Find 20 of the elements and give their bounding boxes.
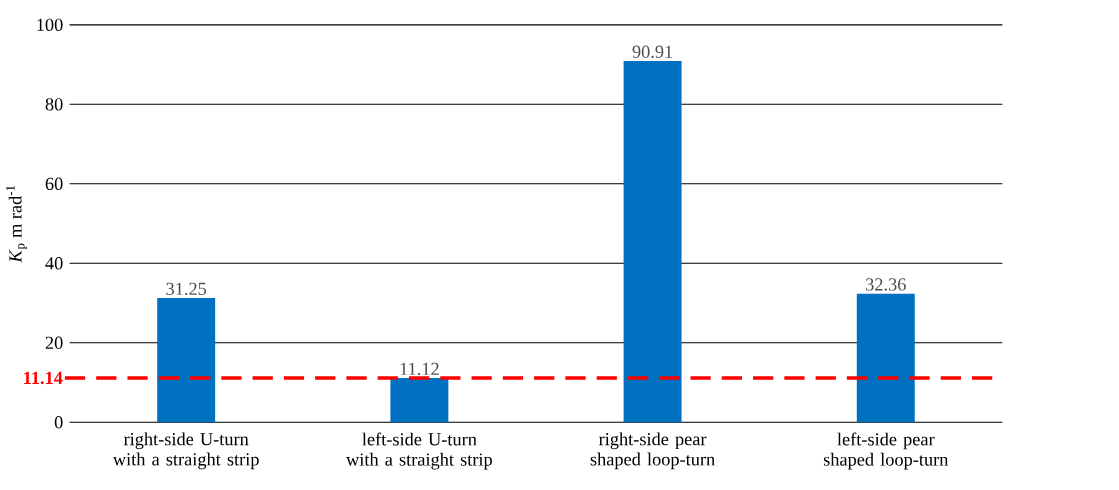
ref-line-label: 11.14 (24, 371, 63, 384)
y-tick-label: 80 (45, 97, 63, 111)
x-tick-label: right-side pear shaped loop-turn (590, 432, 715, 470)
bar (856, 293, 915, 423)
y-tick-label: 20 (45, 336, 63, 349)
bar (623, 60, 682, 423)
bar (157, 297, 216, 423)
y-tick-label: 0 (54, 415, 63, 429)
data-label: 32.36 (866, 278, 906, 291)
y-tick-label: 40 (45, 256, 63, 270)
data-label: 31.25 (166, 282, 207, 295)
x-tick-label: left-side pear shaped loop-turn (823, 432, 949, 470)
y-tick-label: 100 (37, 18, 63, 31)
y-axis-title: K$_{p}$ m rad$^{-1}$ (6, 185, 28, 263)
x-tick-label: left-side U-turn with a straight strip (346, 432, 492, 470)
x-tick-label: right-side U-turn with a straight strip (112, 432, 259, 470)
y-tick-label: 60 (45, 177, 63, 190)
data-label: 90.91 (632, 45, 673, 58)
bar (390, 377, 449, 423)
data-label: 11.12 (400, 362, 439, 375)
